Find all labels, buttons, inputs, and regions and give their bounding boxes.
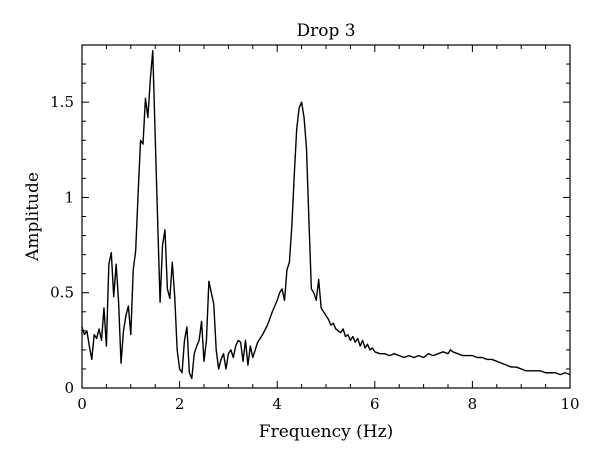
x-tick-label: 2	[175, 395, 185, 413]
x-tick-label: 10	[560, 395, 579, 413]
x-tick-label: 8	[468, 395, 478, 413]
y-tick-label: 1	[64, 188, 74, 206]
chart-title: Drop 3	[296, 21, 355, 41]
labels-layer: 0 2 4 6 8 10 0 0.5 1 1.5	[50, 93, 579, 413]
line-layer	[81, 50, 571, 380]
x-tick-label: 0	[77, 395, 87, 413]
x-tick-label: 6	[370, 395, 380, 413]
plot-frame	[81, 44, 571, 389]
y-tick-label: 0	[64, 379, 74, 397]
y-axis-label: Amplitude	[23, 172, 43, 262]
y-tick-label: 0.5	[50, 284, 74, 302]
x-axis-label: Frequency (Hz)	[259, 422, 393, 442]
ticks-layer	[81, 45, 571, 389]
x-tick-label: 4	[272, 395, 282, 413]
y-tick-label: 1.5	[50, 93, 74, 111]
series-line-0	[81, 50, 571, 380]
